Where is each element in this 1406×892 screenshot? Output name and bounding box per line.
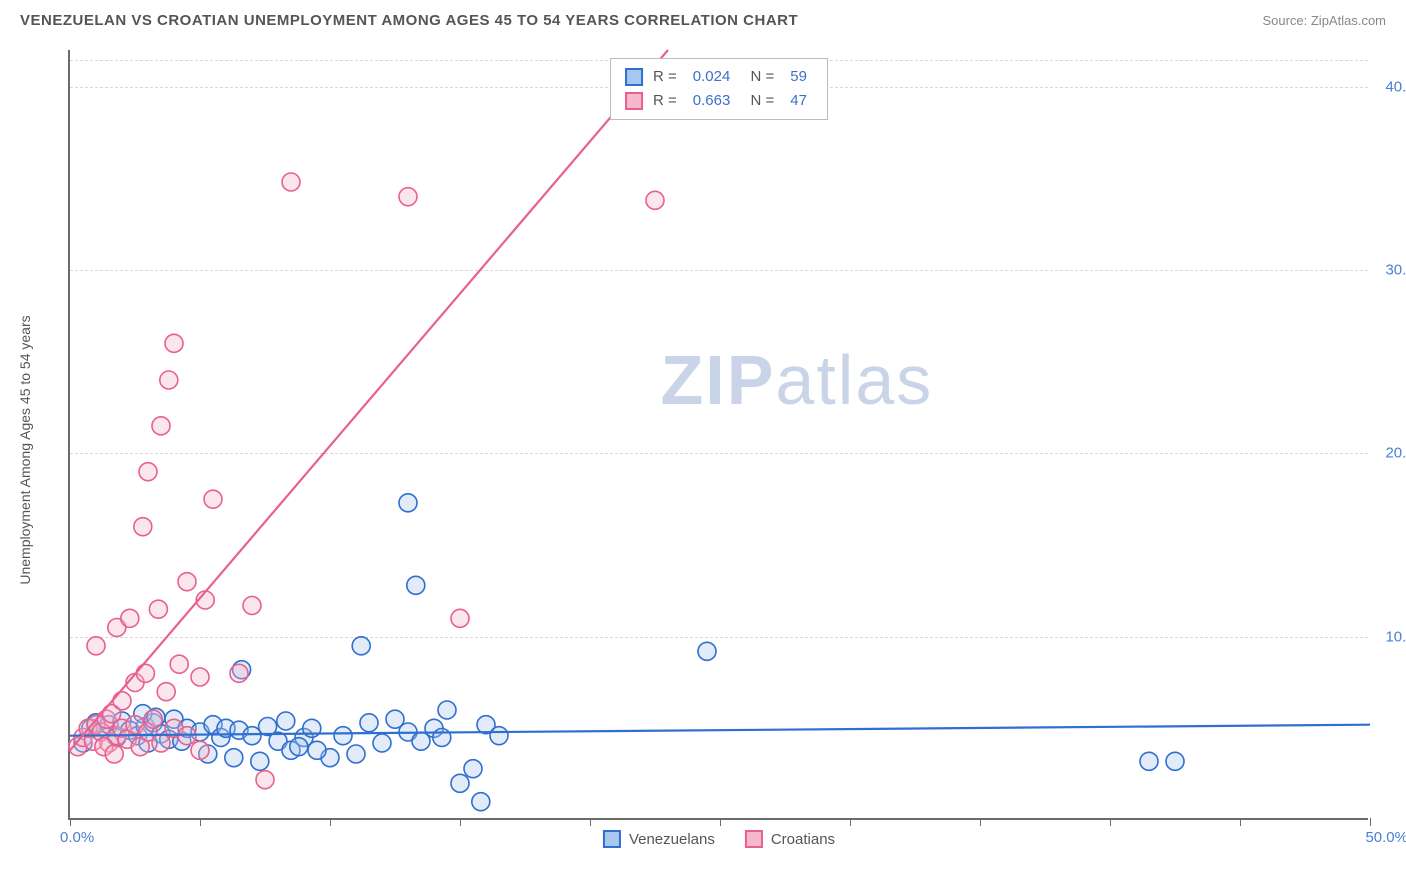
source-attribution: Source: ZipAtlas.com — [1262, 13, 1386, 28]
data-point — [352, 637, 370, 655]
data-point — [399, 494, 417, 512]
x-tick — [70, 818, 71, 826]
data-point — [399, 188, 417, 206]
data-point — [282, 173, 300, 191]
data-point — [1140, 752, 1158, 770]
data-point — [277, 712, 295, 730]
data-point — [191, 668, 209, 686]
legend-swatch-venezuelans — [603, 830, 621, 848]
data-point — [334, 727, 352, 745]
x-tick — [1370, 818, 1371, 826]
legend-label-venezuelans: Venezuelans — [629, 831, 715, 848]
legend-item-venezuelans: Venezuelans — [603, 830, 715, 848]
y-tick-label: 30.0% — [1385, 262, 1406, 279]
data-point — [360, 714, 378, 732]
x-tick — [200, 818, 201, 826]
data-point — [139, 463, 157, 481]
data-point — [225, 749, 243, 767]
x-tick — [1240, 818, 1241, 826]
x-tick — [1110, 818, 1111, 826]
r-value-venezuelans: 0.024 — [693, 65, 731, 89]
data-point — [157, 683, 175, 701]
data-point — [373, 734, 391, 752]
r-value-croatians: 0.663 — [693, 89, 731, 113]
data-point — [490, 727, 508, 745]
x-tick — [590, 818, 591, 826]
data-point — [646, 191, 664, 209]
data-point — [121, 609, 139, 627]
x-origin-label: 0.0% — [60, 829, 94, 846]
swatch-venezuelans — [625, 68, 643, 86]
stats-box: R =0.024 N =59 R =0.663 N =47 — [610, 58, 828, 120]
data-point — [438, 701, 456, 719]
data-point — [136, 664, 154, 682]
x-tick — [720, 818, 721, 826]
data-point — [105, 745, 123, 763]
chart-container: Unemployment Among Ages 45 to 54 years Z… — [50, 50, 1390, 850]
data-point — [230, 664, 248, 682]
data-point — [464, 760, 482, 778]
y-tick-label: 20.0% — [1385, 445, 1406, 462]
x-tick — [460, 818, 461, 826]
legend-label-croatians: Croatians — [771, 831, 835, 848]
data-point — [160, 371, 178, 389]
data-point — [698, 642, 716, 660]
data-point — [152, 417, 170, 435]
data-point — [433, 729, 451, 747]
n-value-venezuelans: 59 — [790, 65, 807, 89]
chart-title: VENEZUELAN VS CROATIAN UNEMPLOYMENT AMON… — [20, 12, 798, 29]
data-point — [472, 793, 490, 811]
bottom-legend: Venezuelans Croatians — [603, 830, 835, 848]
legend-item-croatians: Croatians — [745, 830, 835, 848]
x-max-label: 50.0% — [1365, 829, 1406, 846]
data-point — [451, 774, 469, 792]
stats-row-venezuelans: R =0.024 N =59 — [625, 65, 813, 89]
data-point — [407, 576, 425, 594]
plot-area: ZIPatlas 10.0%20.0%30.0%40.0% R =0.024 N… — [68, 50, 1368, 820]
x-tick — [850, 818, 851, 826]
data-point — [308, 741, 326, 759]
data-point — [191, 741, 209, 759]
data-point — [347, 745, 365, 763]
stats-row-croatians: R =0.663 N =47 — [625, 89, 813, 113]
data-point — [87, 637, 105, 655]
y-tick-label: 10.0% — [1385, 628, 1406, 645]
scatter-plot-svg — [70, 50, 1368, 818]
y-axis-label: Unemployment Among Ages 45 to 54 years — [17, 315, 33, 584]
data-point — [256, 771, 274, 789]
data-point — [144, 710, 162, 728]
data-point — [204, 490, 222, 508]
x-tick — [330, 818, 331, 826]
data-point — [243, 597, 261, 615]
legend-swatch-croatians — [745, 830, 763, 848]
y-tick-label: 40.0% — [1385, 78, 1406, 95]
data-point — [451, 609, 469, 627]
data-point — [152, 734, 170, 752]
data-point — [149, 600, 167, 618]
x-tick — [980, 818, 981, 826]
data-point — [134, 518, 152, 536]
data-point — [290, 738, 308, 756]
swatch-croatians — [625, 92, 643, 110]
data-point — [1166, 752, 1184, 770]
n-value-croatians: 47 — [790, 89, 807, 113]
data-point — [251, 752, 269, 770]
data-point — [165, 334, 183, 352]
data-point — [113, 692, 131, 710]
data-point — [178, 573, 196, 591]
data-point — [170, 655, 188, 673]
